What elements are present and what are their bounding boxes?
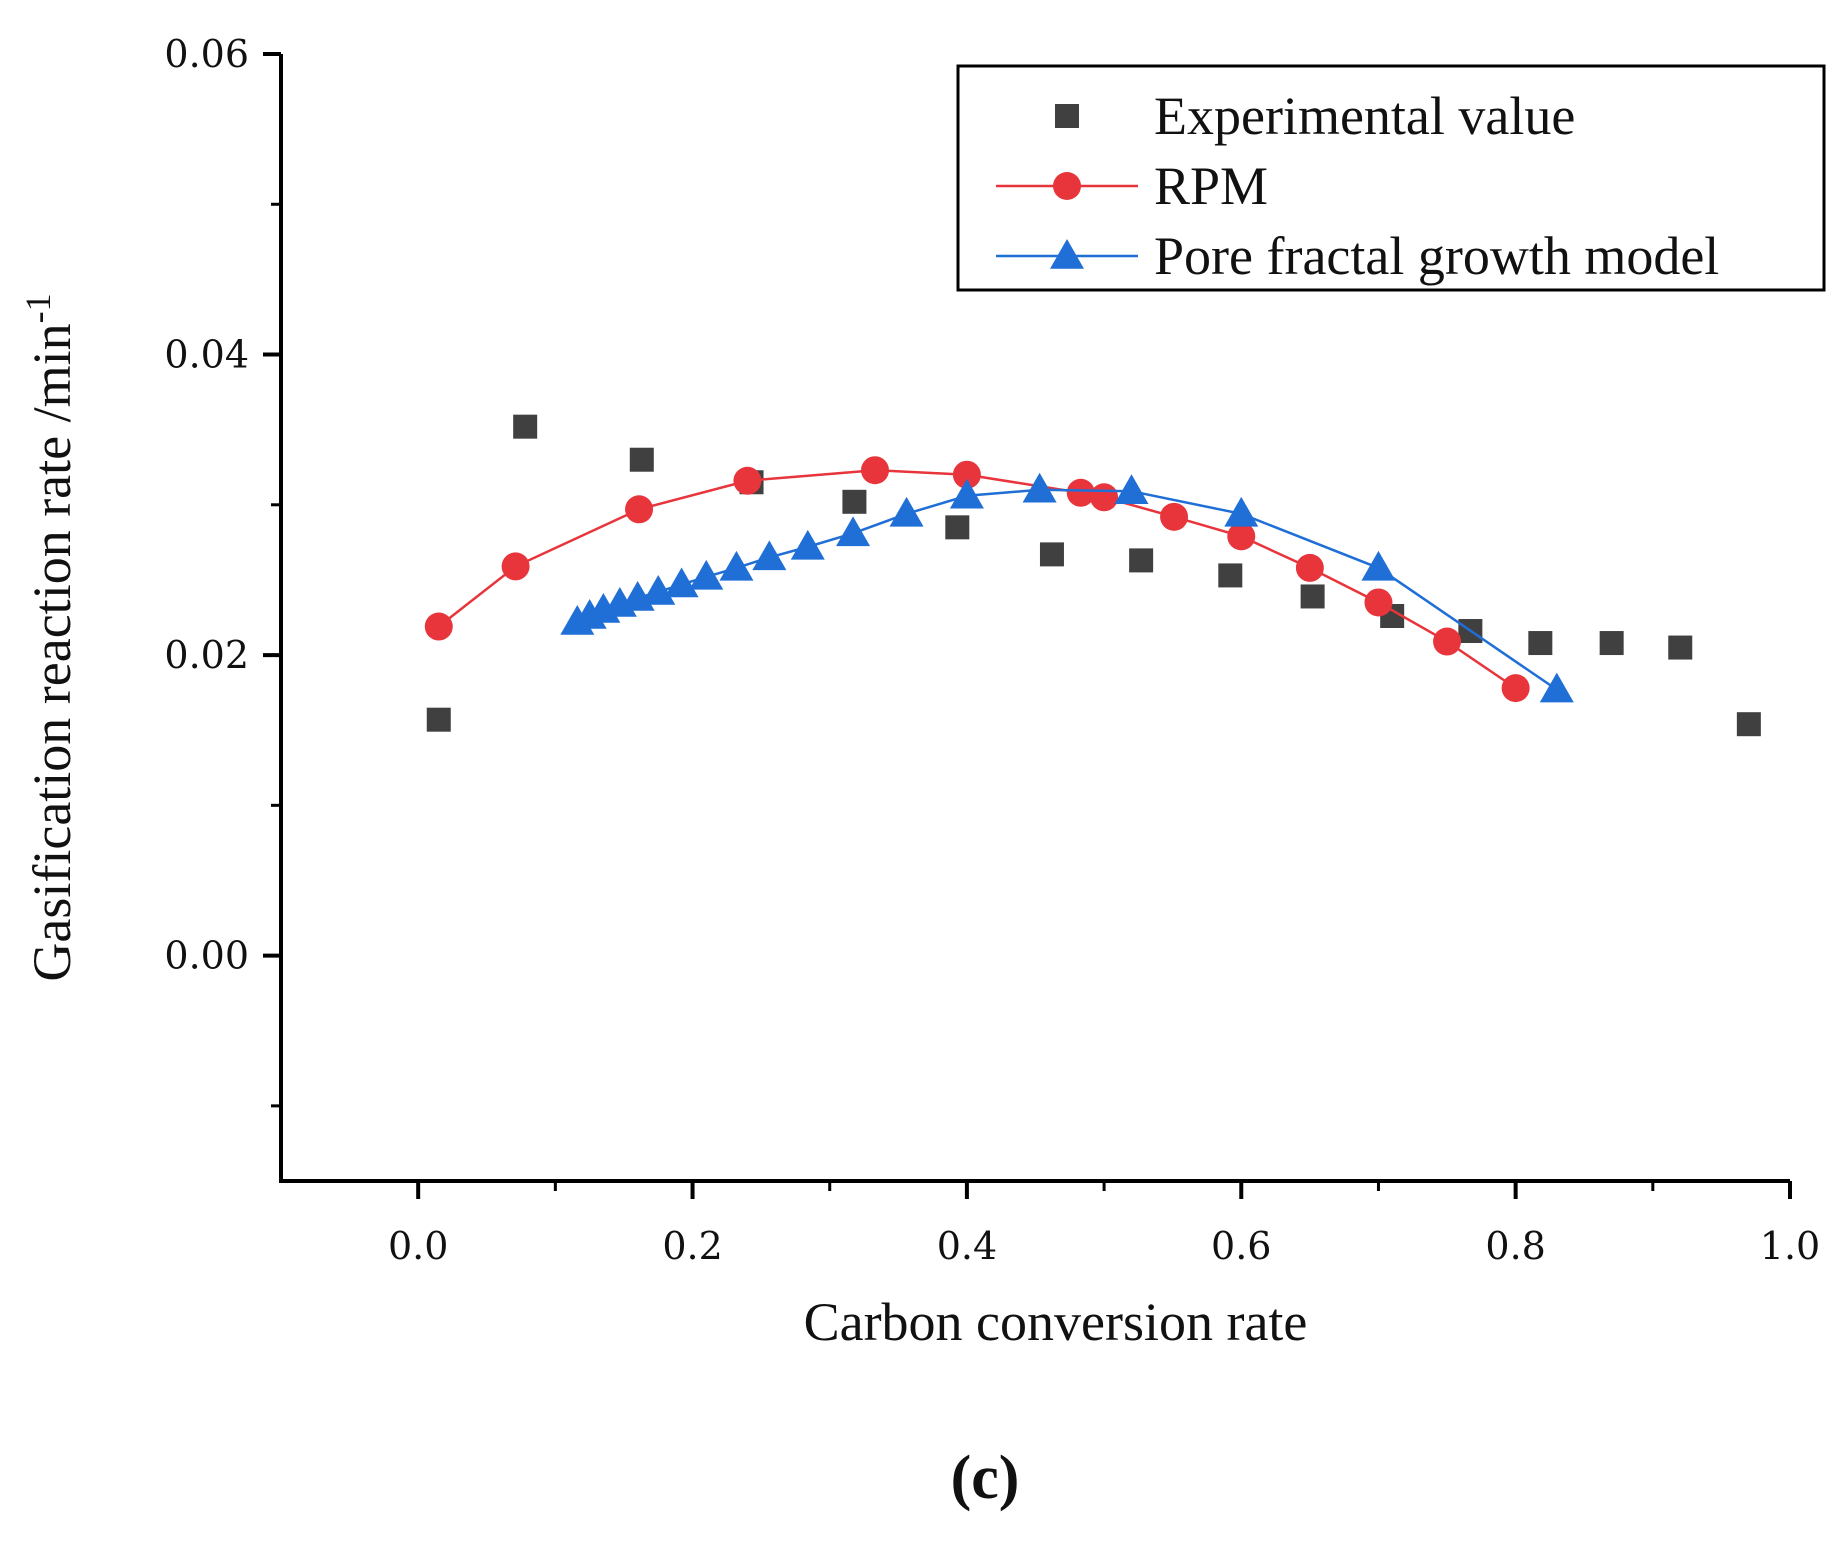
series-line bbox=[576, 488, 1558, 691]
data-point bbox=[689, 559, 724, 590]
axes: 0.00 0.02 0.04 0.06 0.0 0.2 0.4 0.6 0.8 1.0 bbox=[164, 32, 1820, 1268]
data-point bbox=[424, 612, 453, 641]
x-tick-label: 0.6 bbox=[1211, 1224, 1271, 1268]
svg-text:Gasification reaction rate /mi: Gasification reaction rate /min-1 bbox=[18, 293, 82, 981]
x-tick-label: 0.4 bbox=[937, 1224, 997, 1268]
data-point bbox=[1433, 627, 1462, 656]
data-point bbox=[945, 515, 970, 540]
legend-marker bbox=[1050, 239, 1084, 269]
data-point bbox=[426, 707, 451, 732]
legend-label: Experimental value bbox=[1154, 86, 1575, 146]
data-point bbox=[629, 447, 654, 472]
series-1 bbox=[424, 456, 1530, 703]
data-point bbox=[719, 550, 754, 581]
y-tick-label: 0.02 bbox=[164, 633, 249, 677]
legend: Experimental value RPM Pore fractal growth… bbox=[956, 64, 1826, 292]
y-tick-label: 0.06 bbox=[164, 32, 249, 76]
series-2 bbox=[560, 472, 1574, 703]
x-ticks: 0.0 0.2 0.4 0.6 0.8 1.0 bbox=[388, 1181, 1820, 1268]
data-point bbox=[1114, 474, 1149, 505]
data-point bbox=[1668, 635, 1693, 660]
x-tick-label: 1.0 bbox=[1760, 1224, 1820, 1268]
data-point bbox=[1295, 553, 1324, 582]
y-axis-title: Gasification reaction rate /min-1 bbox=[18, 293, 82, 981]
data-point bbox=[1224, 496, 1259, 527]
data-point bbox=[949, 478, 984, 509]
legend-marker bbox=[1055, 104, 1079, 128]
data-point bbox=[733, 466, 762, 495]
data-point bbox=[1090, 483, 1119, 512]
data-point bbox=[1160, 502, 1189, 531]
y-axis-title-text: Gasification reaction rate /min bbox=[22, 323, 82, 981]
y-tick-label: 0.04 bbox=[164, 333, 249, 377]
y-ticks: 0.00 0.02 0.04 0.06 bbox=[164, 32, 281, 1108]
data-point bbox=[952, 460, 981, 489]
x-tick-label: 0.8 bbox=[1485, 1224, 1545, 1268]
plot-marks bbox=[424, 414, 1761, 737]
legend-item: Experimental value bbox=[1055, 86, 1575, 146]
data-point bbox=[513, 414, 538, 439]
data-point bbox=[641, 574, 676, 605]
y-axis-title-superscript: -1 bbox=[18, 293, 58, 323]
data-point bbox=[752, 540, 787, 571]
data-point bbox=[1227, 522, 1256, 551]
data-point bbox=[1364, 588, 1393, 617]
data-point bbox=[1539, 672, 1574, 703]
legend-label: RPM bbox=[1154, 156, 1268, 216]
data-point bbox=[1361, 550, 1396, 581]
data-point bbox=[625, 495, 654, 524]
legend-item: Pore fractal growth model bbox=[996, 226, 1719, 286]
data-point bbox=[664, 567, 699, 598]
x-tick-label: 0.2 bbox=[662, 1224, 722, 1268]
data-point bbox=[1022, 472, 1057, 503]
data-point bbox=[790, 529, 825, 560]
data-point bbox=[1039, 542, 1064, 567]
legend-box bbox=[956, 64, 1826, 292]
panel-label: (c) bbox=[951, 1444, 1020, 1512]
data-point bbox=[1066, 478, 1095, 507]
legend-item: RPM bbox=[996, 156, 1268, 216]
data-point bbox=[1300, 584, 1325, 609]
x-axis-title: Carbon conversion rate bbox=[804, 1292, 1308, 1352]
y-tick-label: 0.00 bbox=[164, 934, 249, 978]
data-point bbox=[860, 456, 889, 485]
legend-marker bbox=[1053, 172, 1081, 200]
data-point bbox=[1599, 631, 1624, 656]
data-point bbox=[1501, 674, 1530, 703]
data-point bbox=[836, 516, 871, 547]
x-tick-label: 0.0 bbox=[388, 1224, 448, 1268]
data-point bbox=[1528, 631, 1553, 656]
data-point bbox=[889, 496, 924, 527]
data-point bbox=[501, 552, 530, 581]
data-point bbox=[1218, 563, 1243, 588]
data-point bbox=[842, 489, 867, 514]
data-point bbox=[1736, 712, 1761, 737]
data-point bbox=[1129, 548, 1154, 573]
legend-label: Pore fractal growth model bbox=[1154, 226, 1719, 286]
